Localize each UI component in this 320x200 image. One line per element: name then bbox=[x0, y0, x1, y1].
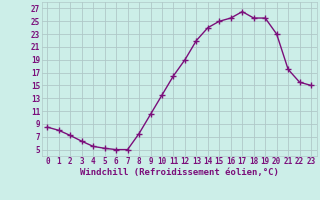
X-axis label: Windchill (Refroidissement éolien,°C): Windchill (Refroidissement éolien,°C) bbox=[80, 168, 279, 177]
